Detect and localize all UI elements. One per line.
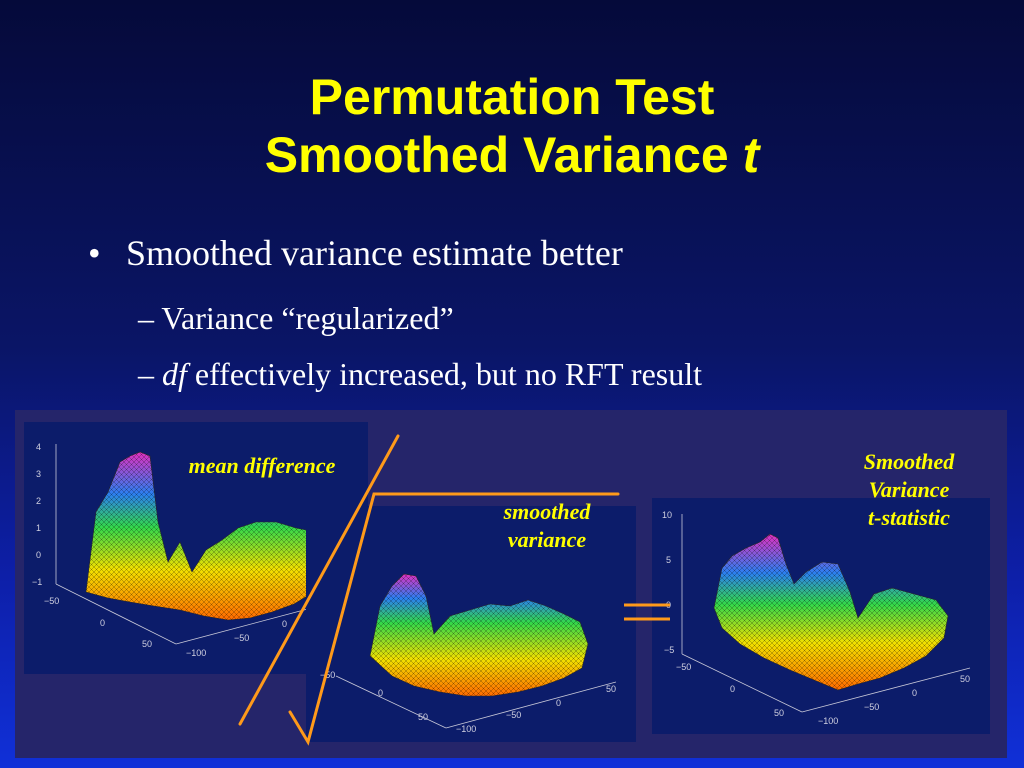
z-tick: −1 [32,577,42,587]
label-t-statistic: Smoothed Variance t-statistic [836,448,982,532]
label-t-line-1: Smoothed [863,449,955,474]
surface-plot-1-svg: 4 3 2 1 0 −1 −50 0 50 50 0 −50 −100 [32,442,339,658]
z-tick: 1 [36,523,41,533]
surface-plot-3-svg: 10 5 0 −5 −50 0 50 50 0 −50 −100 [662,510,971,726]
z-tick: 5 [666,555,671,565]
y-tick: −50 [864,702,879,712]
z-tick: 10 [662,510,672,520]
equals-sign [624,603,670,621]
z-tick: −5 [664,645,674,655]
y-tick: 50 [960,674,970,684]
slide-title: Permutation Test Smoothed Variance t [0,68,1024,184]
x-tick: 0 [100,618,105,628]
y-tick: −100 [186,648,206,658]
y-tick: −100 [818,716,838,726]
sub-bullet-2-text: effectively increased, but no RFT result [186,356,703,392]
ticks-plot-2: −50 0 50 50 0 −50 −100 [320,670,616,734]
division-slash [238,434,400,726]
bullet-1-text: Smoothed variance estimate better [126,233,623,273]
y-tick: −50 [506,710,521,720]
bullet-1: • Smoothed variance estimate better [88,232,623,274]
surface-plot-t-statistic: 10 5 0 −5 −50 0 50 50 0 −50 −100 [652,498,990,734]
x-tick: −50 [44,596,59,606]
x-tick: −50 [676,662,691,672]
title-line-1: Permutation Test [309,69,715,125]
x-tick: 50 [142,639,152,649]
sub-bullet-2-dash: – [138,356,162,392]
z-tick: 3 [36,469,41,479]
label-smoothed-line-1: smoothed [503,499,591,524]
x-tick: 50 [774,708,784,718]
z-tick: 2 [36,496,41,506]
title-line-2: Smoothed Variance t [0,126,1024,184]
z-tick: 4 [36,442,41,452]
label-smoothed-line-2: variance [507,527,587,552]
sub-bullet-2-df: df [162,356,187,392]
ticks-plot-3: 10 5 0 −5 −50 0 50 50 0 −50 −100 [662,510,970,726]
title-italic-t: t [742,127,760,183]
label-t-line-2: Variance [868,477,950,502]
sub-bullet-1: – Variance “regularized” [138,300,454,336]
label-smoothed-variance: smoothed variance [472,498,622,554]
sub-bullet-2: – df effectively increased, but no RFT r… [138,356,702,393]
title-line-2-main: Smoothed Variance [264,127,743,183]
axes-plot-3 [681,514,971,713]
y-tick: 0 [556,698,561,708]
y-tick: −50 [234,633,249,643]
x-tick: 0 [378,688,383,698]
axes-plot-2 [335,675,617,729]
sqrt-symbol [288,492,620,746]
bullet-marker: • [88,233,101,273]
z-ticks-plot-1: 4 3 2 1 0 −1 −50 0 50 50 0 −50 −100 [32,442,339,658]
y-tick: 50 [606,684,616,694]
equals-sign-text: = [0,0,1,1]
y-tick: 0 [282,619,287,629]
z-tick: 0 [36,550,41,560]
x-tick: 50 [418,712,428,722]
surface-plot-2-svg: −50 0 50 50 0 −50 −100 [320,573,617,734]
y-tick: 0 [912,688,917,698]
label-t-line-3: t-statistic [868,505,950,530]
z-tick: −50 [320,670,335,680]
y-tick: −100 [456,724,476,734]
label-mean-difference: mean difference [188,453,336,478]
x-tick: 0 [730,684,735,694]
